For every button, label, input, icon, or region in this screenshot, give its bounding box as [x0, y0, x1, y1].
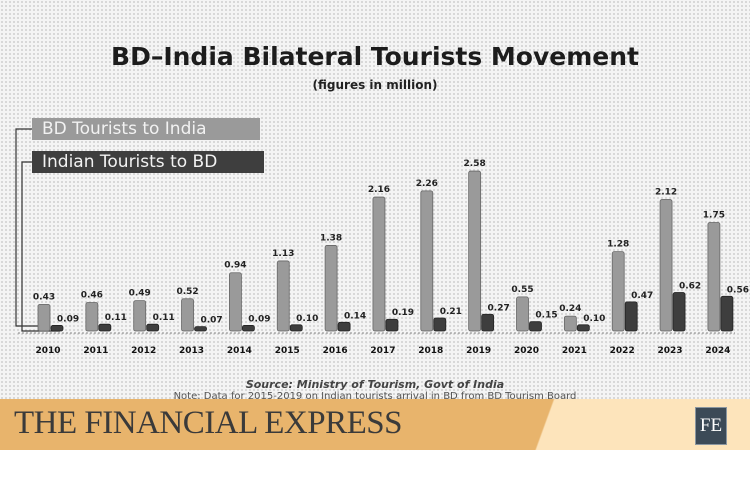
data-label-bd-2019: 2.58 [464, 159, 486, 169]
bar-indian-2014 [241, 325, 255, 332]
bar-bd-2018 [420, 190, 434, 332]
data-label-bd-2017: 2.16 [368, 185, 390, 195]
x-tick-label-2010: 2010 [35, 346, 60, 356]
chart-note: Note: Data for 2015-2019 on Indian touri… [173, 391, 577, 400]
data-label-indian-2017: 0.19 [392, 308, 414, 318]
x-tick-label-2024: 2024 [705, 346, 730, 356]
data-label-indian-2015: 0.10 [296, 314, 318, 324]
bar-indian-2024 [720, 295, 734, 332]
chart-area: BD–India Bilateral Tourists Movement (fi… [0, 0, 750, 400]
bar-bd-2023 [659, 199, 673, 332]
data-label-indian-2020: 0.15 [535, 311, 557, 321]
bar-bd-2022 [611, 251, 625, 332]
data-label-bd-2011: 0.46 [81, 290, 103, 300]
data-label-bd-2022: 1.28 [607, 240, 629, 250]
bar-indian-2017 [385, 318, 399, 332]
bar-bd-2017 [372, 196, 386, 332]
data-label-bd-2024: 1.75 [703, 211, 725, 221]
data-label-indian-2012: 0.11 [153, 313, 175, 323]
bar-bd-2020 [516, 296, 529, 332]
bar-bd-2011 [85, 302, 99, 332]
bar-bd-2012 [133, 300, 147, 332]
x-tick-label-2021: 2021 [562, 346, 587, 356]
fe-logo: FE [695, 407, 727, 445]
x-tick-label-2018: 2018 [418, 346, 443, 356]
bar-indian-2023 [672, 292, 686, 332]
bar-indian-2021 [576, 324, 590, 332]
x-tick-label-2022: 2022 [610, 346, 635, 356]
x-tick-label-2012: 2012 [131, 346, 156, 356]
data-label-bd-2014: 0.94 [224, 261, 246, 271]
chart-source: Source: Ministry of Tourism, Govt of Ind… [245, 378, 505, 391]
data-label-bd-2010: 0.43 [33, 292, 55, 302]
bar-indian-2022 [624, 301, 638, 332]
data-label-bd-2013: 0.52 [176, 287, 198, 297]
data-label-bd-2018: 2.26 [416, 179, 438, 189]
bar-bd-2010 [37, 303, 51, 332]
data-label-bd-2021: 0.24 [559, 304, 581, 314]
bar-indian-2013 [194, 326, 207, 332]
data-label-indian-2011: 0.11 [105, 313, 127, 323]
data-label-indian-2024: 0.56 [727, 285, 749, 295]
x-tick-label-2013: 2013 [179, 346, 204, 356]
x-tick-label-2015: 2015 [275, 346, 300, 356]
bar-bd-2021 [563, 315, 577, 332]
data-label-indian-2010: 0.09 [57, 314, 79, 324]
x-tick-label-2019: 2019 [466, 346, 491, 356]
bar-indian-2012 [146, 323, 160, 332]
bar-indian-2015 [289, 324, 303, 332]
footer-band: THE FINANCIAL EXPRESS FE [0, 399, 750, 450]
bar-bd-2015 [276, 260, 290, 332]
legend-bd-tourists: BD Tourists to India [32, 118, 260, 140]
x-tick-label-2016: 2016 [323, 346, 348, 356]
data-label-indian-2013: 0.07 [200, 316, 222, 326]
x-tick-label-2014: 2014 [227, 346, 252, 356]
data-label-bd-2016: 1.38 [320, 233, 342, 243]
data-label-indian-2018: 0.21 [440, 307, 462, 317]
data-label-indian-2014: 0.09 [248, 314, 270, 324]
x-tick-label-2023: 2023 [658, 346, 683, 356]
bar-indian-2016 [337, 321, 351, 332]
bar-chart: 0.43 0.09 2010 0.46 0.11 2011 0.49 0.11 2012 0.52… [15, 128, 749, 356]
chart-subtitle: (figures in million) [312, 78, 438, 92]
bar-bd-2024 [707, 222, 721, 332]
data-label-indian-2016: 0.14 [344, 311, 366, 321]
bar-indian-2011 [98, 323, 112, 332]
bar-indian-2010 [50, 325, 64, 332]
x-tick-label-2020: 2020 [514, 346, 539, 356]
bar-bd-2013 [181, 298, 194, 332]
data-label-bd-2015: 1.13 [272, 249, 294, 259]
brand-name: THE FINANCIAL EXPRESS [14, 405, 402, 441]
data-label-indian-2019: 0.27 [488, 303, 510, 313]
legend-indian-tourists: Indian Tourists to BD [32, 151, 264, 173]
legend-connector-bd [15, 128, 40, 327]
data-label-bd-2020: 0.55 [511, 285, 533, 295]
data-label-bd-2023: 2.12 [655, 188, 677, 198]
x-tick-label-2011: 2011 [83, 346, 108, 356]
data-label-indian-2023: 0.62 [679, 282, 701, 292]
data-label-indian-2021: 0.10 [583, 314, 605, 324]
bar-bd-2014 [228, 272, 242, 332]
bar-indian-2018 [433, 317, 447, 332]
bar-bd-2019 [468, 170, 482, 332]
bar-bd-2016 [324, 245, 338, 332]
bar-indian-2020 [529, 321, 542, 332]
data-label-bd-2012: 0.49 [129, 289, 151, 299]
data-label-indian-2022: 0.47 [631, 291, 653, 301]
x-tick-label-2017: 2017 [370, 346, 395, 356]
bar-indian-2019 [481, 313, 495, 332]
chart-title: BD–India Bilateral Tourists Movement [111, 42, 639, 71]
